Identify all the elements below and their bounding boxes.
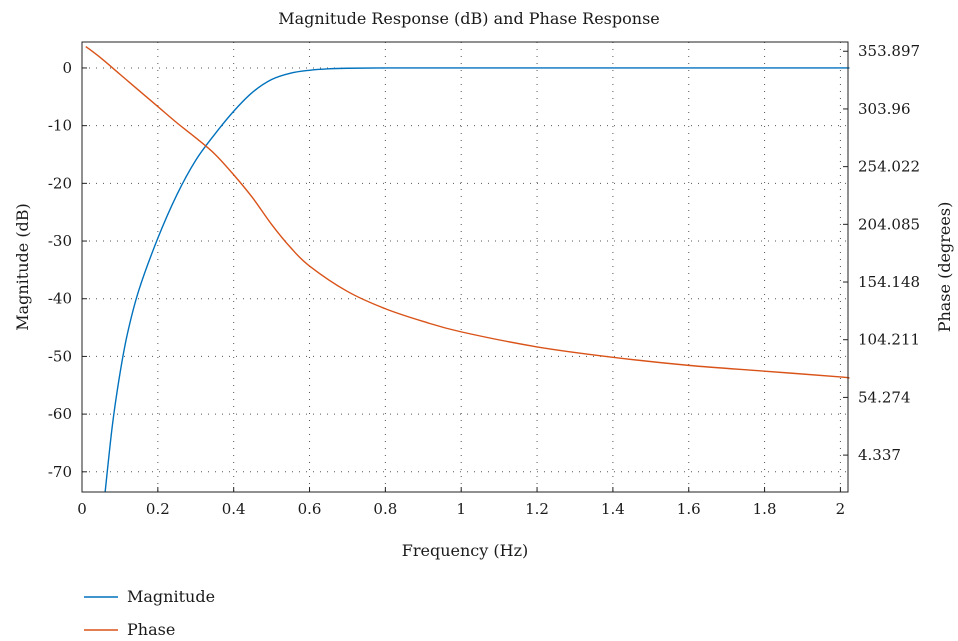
y-right-tick-label: 104.211 xyxy=(858,331,920,349)
x-tick-label: 1.2 xyxy=(525,500,549,518)
x-tick-label: 1.4 xyxy=(601,500,625,518)
x-tick-label: 0.2 xyxy=(146,500,170,518)
legend-label-phase: Phase xyxy=(127,620,175,639)
grid xyxy=(81,42,848,492)
x-tick-label: 2 xyxy=(836,500,846,518)
y-left-tick-label: -20 xyxy=(48,174,72,192)
x-axis-label: Frequency (Hz) xyxy=(402,541,529,560)
series-lines xyxy=(85,45,850,493)
y-left-tick-label: 0 xyxy=(62,59,72,77)
y-left-tick-label: -30 xyxy=(48,232,72,250)
x-tick-label: 0.8 xyxy=(373,500,397,518)
y-axis-label-left: Magnitude (dB) xyxy=(13,203,32,331)
chart-title: Magnitude Response (dB) and Phase Respon… xyxy=(278,9,660,28)
tick-labels: 0 0.2 0.4 0.6 0.8 1 1.2 1.4 1.6 1.8 2 0 -10 -20 -30 -40… xyxy=(48,42,920,518)
y-left-tick-label: -40 xyxy=(48,290,72,308)
y-right-tick-label: 154.148 xyxy=(858,273,920,291)
x-tick-label: 1.6 xyxy=(677,500,701,518)
y-axis-label-right: Phase (degrees) xyxy=(935,202,954,333)
legend: Magnitude Phase xyxy=(84,587,215,639)
series-line-magnitude xyxy=(104,67,850,493)
y-right-tick-label: 303.96 xyxy=(858,100,911,118)
y-left-tick-label: -50 xyxy=(48,347,72,365)
y-left-tick-label: -70 xyxy=(48,463,72,481)
series-line-phase xyxy=(85,45,850,379)
y-right-tick-label: 204.085 xyxy=(858,215,920,233)
x-tick-label: 0.6 xyxy=(298,500,322,518)
y-left-tick-label: -10 xyxy=(48,117,72,135)
x-tick-label: 1 xyxy=(456,500,466,518)
x-tick-label: 0 xyxy=(77,500,87,518)
x-tick-label: 0.4 xyxy=(222,500,246,518)
x-tick-label: 1.8 xyxy=(753,500,777,518)
legend-label-magnitude: Magnitude xyxy=(127,587,215,606)
y-right-tick-label: 353.897 xyxy=(858,42,920,60)
y-right-tick-label: 254.022 xyxy=(858,158,920,176)
y-right-tick-label: 4.337 xyxy=(858,446,901,464)
plot-frame xyxy=(81,41,849,493)
y-right-tick-label: 54.274 xyxy=(858,388,911,406)
y-left-tick-label: -60 xyxy=(48,405,72,423)
